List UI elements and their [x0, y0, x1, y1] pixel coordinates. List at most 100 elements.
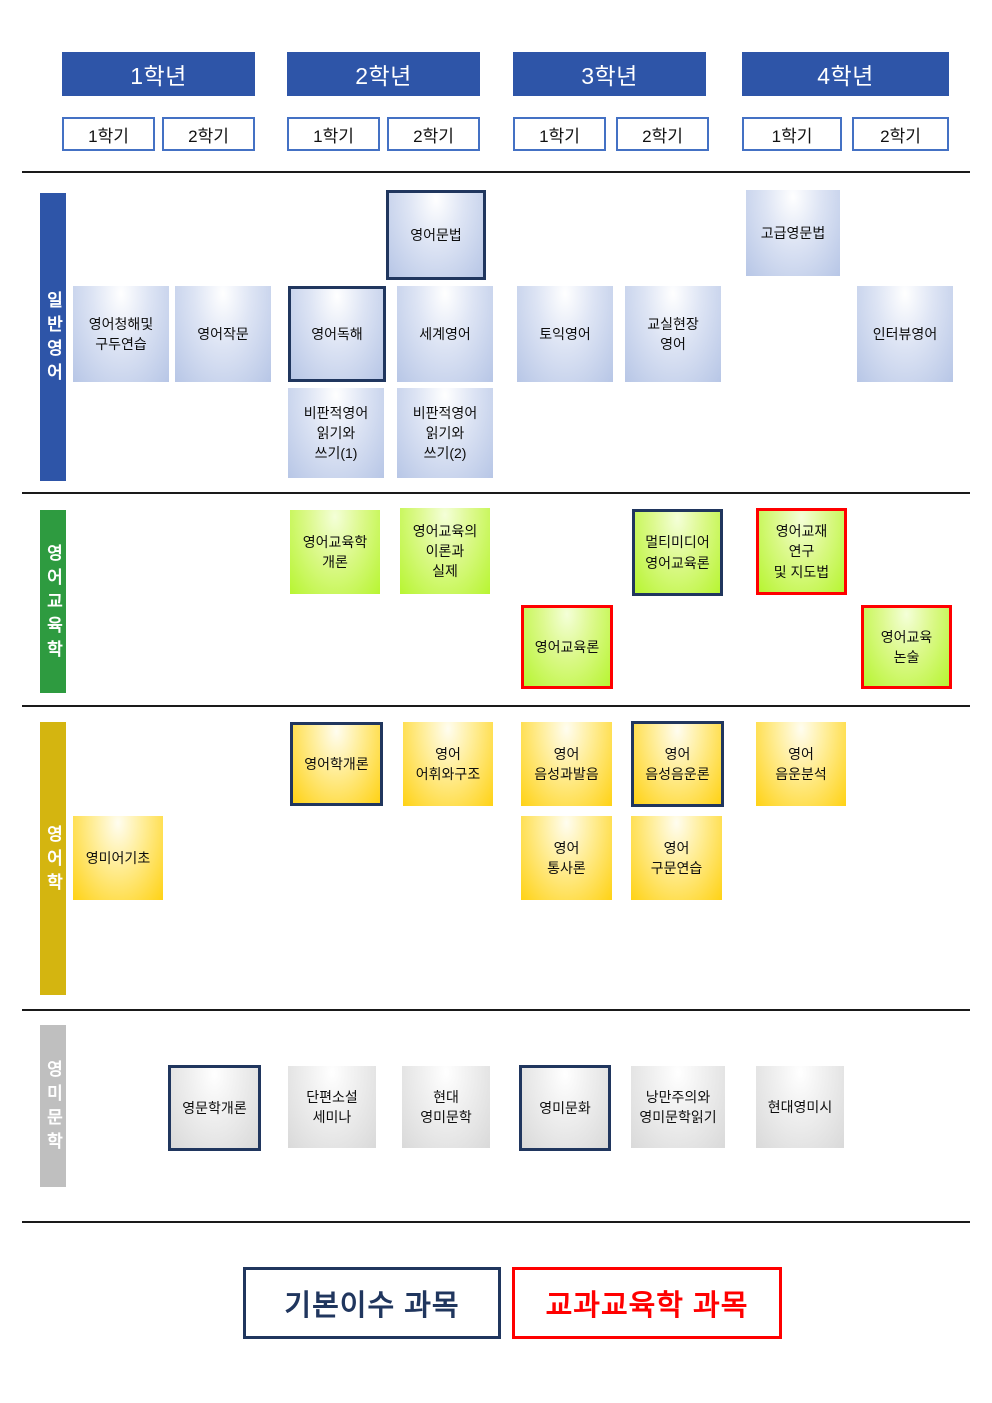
- year-header-3: 3학년: [513, 52, 706, 96]
- course-line: 고급영문법: [760, 224, 826, 241]
- course-box[interactable]: 영어교재 연구 및 지도법: [756, 508, 847, 595]
- course-box[interactable]: 낭만주의와 영미문학읽기: [631, 1066, 725, 1148]
- course-line: 영어: [553, 839, 580, 856]
- course-line: 영어교육론: [645, 554, 710, 571]
- course-line: 비판적영어: [303, 404, 369, 421]
- semester-box-y1s1: 1학기: [62, 117, 155, 151]
- year-header-label: 1학년: [130, 63, 187, 89]
- course-box[interactable]: 멀티미디어 영어교육론: [632, 509, 723, 596]
- semester-label: 2학기: [880, 126, 921, 146]
- semester-label: 1학기: [771, 126, 813, 146]
- category-label-english-education: 영어교육학: [40, 510, 66, 693]
- course-line: 단편소설: [306, 1088, 358, 1105]
- course-line: 영어독해: [311, 325, 363, 342]
- category-label-general-english: 일반영어: [40, 193, 66, 481]
- divider-section-4: [22, 1221, 970, 1223]
- course-line: 비판적영어: [412, 404, 478, 421]
- course-box[interactable]: 영어교육의 이론과 실제: [400, 508, 490, 594]
- course-line: 영어: [435, 745, 461, 762]
- course-box[interactable]: 단편소설 세미나: [288, 1066, 376, 1148]
- year-header-label: 3학년: [581, 63, 638, 89]
- divider-section-2: [22, 705, 970, 707]
- course-box[interactable]: 영어 구문연습: [631, 816, 722, 900]
- course-line: 영어: [660, 336, 686, 352]
- course-box[interactable]: 인터뷰영어: [857, 286, 953, 382]
- course-line: 구두연습: [95, 336, 147, 352]
- divider-header: [22, 171, 970, 173]
- course-line: 영어교재: [775, 523, 828, 540]
- course-line: 쓰기(2): [423, 445, 467, 462]
- legend-label: 교과교육학 과목: [545, 1290, 749, 1322]
- course-line: 현대: [433, 1088, 459, 1105]
- course-line: 영미문학읽기: [639, 1109, 717, 1125]
- course-box[interactable]: 영어학개론: [290, 722, 383, 806]
- course-line: 영어: [553, 745, 580, 762]
- year-header-1: 1학년: [62, 52, 255, 96]
- course-line: 음성음운론: [645, 766, 710, 782]
- course-line: 세미나: [312, 1109, 352, 1125]
- course-line: 낭만주의와: [645, 1088, 711, 1105]
- course-box[interactable]: 영어청해및 구두연습: [73, 286, 169, 382]
- course-line: 현대영미시: [767, 1098, 833, 1115]
- course-box[interactable]: 영문학개론: [168, 1065, 261, 1151]
- course-line: 영어: [663, 839, 690, 856]
- course-line: 음운분석: [775, 766, 827, 782]
- category-label-english-literature: 영미문학: [40, 1025, 66, 1187]
- semester-label: 1학기: [313, 126, 354, 146]
- course-box[interactable]: 영어 음운분석: [756, 722, 846, 806]
- course-line: 영미문화: [539, 1099, 591, 1116]
- course-line: 영어교육의: [412, 522, 478, 539]
- course-line: 영어교육: [880, 628, 933, 645]
- course-box[interactable]: 고급영문법: [746, 190, 840, 276]
- course-line: 개론: [322, 554, 348, 570]
- semester-box-y4s1: 1학기: [742, 117, 842, 151]
- course-line: 영어청해및: [88, 315, 154, 332]
- course-box[interactable]: 영어교육학 개론: [290, 510, 380, 594]
- course-box[interactable]: 영어 어휘와구조: [403, 722, 493, 806]
- course-line: 영어교육학: [302, 533, 368, 550]
- divider-section-3: [22, 1009, 970, 1011]
- course-line: 쓰기(1): [314, 445, 358, 462]
- semester-box-y2s2: 2학기: [387, 117, 480, 151]
- course-box[interactable]: 영미문화: [519, 1065, 611, 1151]
- course-line: 통사론: [547, 860, 586, 876]
- semester-label: 1학기: [88, 126, 129, 146]
- course-box[interactable]: 세계영어: [397, 286, 493, 382]
- course-line: 이론과: [425, 542, 465, 559]
- year-header-2: 2학년: [287, 52, 480, 96]
- course-box[interactable]: 현대영미시: [756, 1066, 844, 1148]
- semester-box-y3s1: 1학기: [513, 117, 606, 151]
- course-line: 읽기와: [316, 424, 356, 441]
- course-line: 인터뷰영어: [872, 325, 938, 342]
- course-box[interactable]: 영어 통사론: [521, 816, 612, 900]
- course-box[interactable]: 영어 음성음운론: [631, 721, 724, 807]
- semester-label: 2학기: [642, 126, 683, 146]
- semester-box-y1s2: 2학기: [162, 117, 255, 151]
- course-box[interactable]: 영어 음성과발음: [521, 722, 612, 806]
- course-box[interactable]: 영어교육론: [521, 605, 613, 689]
- course-line: 논술: [893, 649, 920, 665]
- semester-box-y4s2: 2학기: [852, 117, 949, 151]
- course-box[interactable]: 영미어기초: [73, 816, 163, 900]
- category-label-english-linguistics: 영어학: [40, 722, 66, 995]
- course-box[interactable]: 토익영어: [517, 286, 613, 382]
- legend-basic-course: 기본이수 과목: [243, 1267, 501, 1339]
- course-box[interactable]: 교실현장 영어: [625, 286, 721, 382]
- course-line: 영어작문: [197, 325, 249, 342]
- course-box[interactable]: 영어작문: [175, 286, 271, 382]
- course-box[interactable]: 영어문법: [386, 190, 486, 280]
- course-line: 영미문학: [420, 1109, 472, 1125]
- course-box[interactable]: 비판적영어 읽기와 쓰기(2): [397, 388, 493, 478]
- course-box[interactable]: 비판적영어 읽기와 쓰기(1): [288, 388, 384, 478]
- legend-label: 기본이수 과목: [284, 1290, 460, 1322]
- course-box[interactable]: 영어교육 논술: [861, 605, 952, 689]
- semester-box-y2s1: 1학기: [287, 117, 380, 151]
- course-line: 영어교육론: [534, 638, 600, 655]
- course-line: 영어: [788, 745, 814, 762]
- divider-section-1: [22, 492, 970, 494]
- course-box[interactable]: 영어독해: [288, 286, 386, 382]
- course-line: 교실현장: [647, 315, 699, 332]
- course-box[interactable]: 현대 영미문학: [402, 1066, 490, 1148]
- category-text: 영어학: [43, 824, 63, 897]
